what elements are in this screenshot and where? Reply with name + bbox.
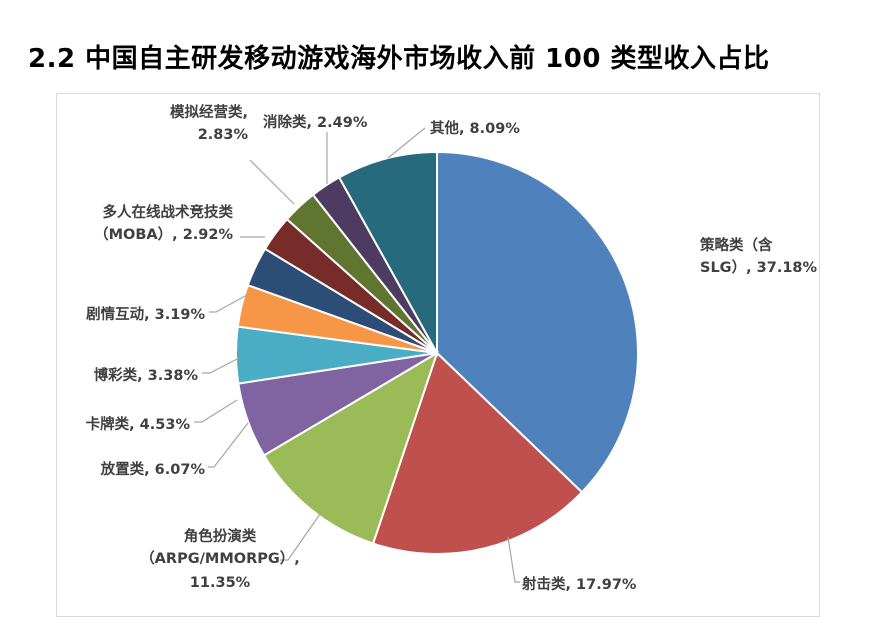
data-label: 消除类, 2.49% — [263, 113, 368, 131]
leader-line — [209, 294, 248, 313]
pie-slice — [371, 351, 584, 555]
data-label-line: 其他, 8.09% — [430, 119, 520, 137]
data-label: 放置类, 6.07% — [100, 460, 206, 478]
data-label: 多人在线战术竞技类 （MOBA）, 2.92% — [94, 203, 233, 243]
data-label-line: 放置类, 6.07% — [100, 460, 206, 478]
data-label: 卡牌类, 4.53% — [86, 415, 191, 433]
chart-frame — [56, 93, 820, 617]
data-label-line: SLG）, 37.18% — [700, 258, 818, 276]
data-label: 角色扮演类 （ARPG/MMORPG）, 11.35% — [140, 527, 300, 591]
page-title: 2.2 中国自主研发移动游戏海外市场收入前 100 类型收入占比 — [28, 44, 770, 74]
data-label-line: 2.83% — [198, 127, 249, 143]
leader-line — [202, 357, 240, 374]
data-label: 射击类, 17.97% — [521, 575, 637, 593]
leader-line — [208, 422, 249, 468]
data-label-line: 11.35% — [190, 575, 251, 591]
data-label-line: 剧情互动, 3.19% — [86, 305, 205, 323]
data-label-line: 策略类（含 — [699, 236, 773, 254]
data-label: 其他, 8.09% — [430, 119, 520, 137]
leader-line — [280, 513, 321, 561]
data-label: 剧情互动, 3.19% — [86, 305, 205, 323]
data-label-line: 角色扮演类 — [184, 527, 257, 545]
leader-line — [249, 159, 295, 205]
pie-slice — [262, 350, 439, 545]
data-label-line: 射击类, 17.97% — [521, 575, 637, 593]
data-label: 模拟经营类, 2.83% — [170, 103, 248, 143]
leader-line — [194, 399, 238, 423]
data-label-line: 消除类, 2.49% — [263, 113, 368, 131]
data-label: 博彩类, 3.38% — [94, 366, 199, 384]
data-label-line: 多人在线战术竞技类 — [103, 203, 234, 221]
data-label: 策略类（含 SLG）, 37.18% — [699, 236, 818, 276]
data-label-line: 模拟经营类, — [170, 103, 248, 121]
data-label-line: （ARPG/MMORPG）, — [140, 549, 300, 567]
pie-slice — [337, 150, 438, 357]
data-label-line: （MOBA）, 2.92% — [94, 225, 233, 243]
pie-slice — [436, 150, 639, 494]
leader-line — [387, 127, 426, 159]
leader-line — [507, 536, 520, 583]
data-label-line: 博彩类, 3.38% — [94, 366, 199, 384]
data-label-line: 卡牌类, 4.53% — [86, 415, 191, 433]
